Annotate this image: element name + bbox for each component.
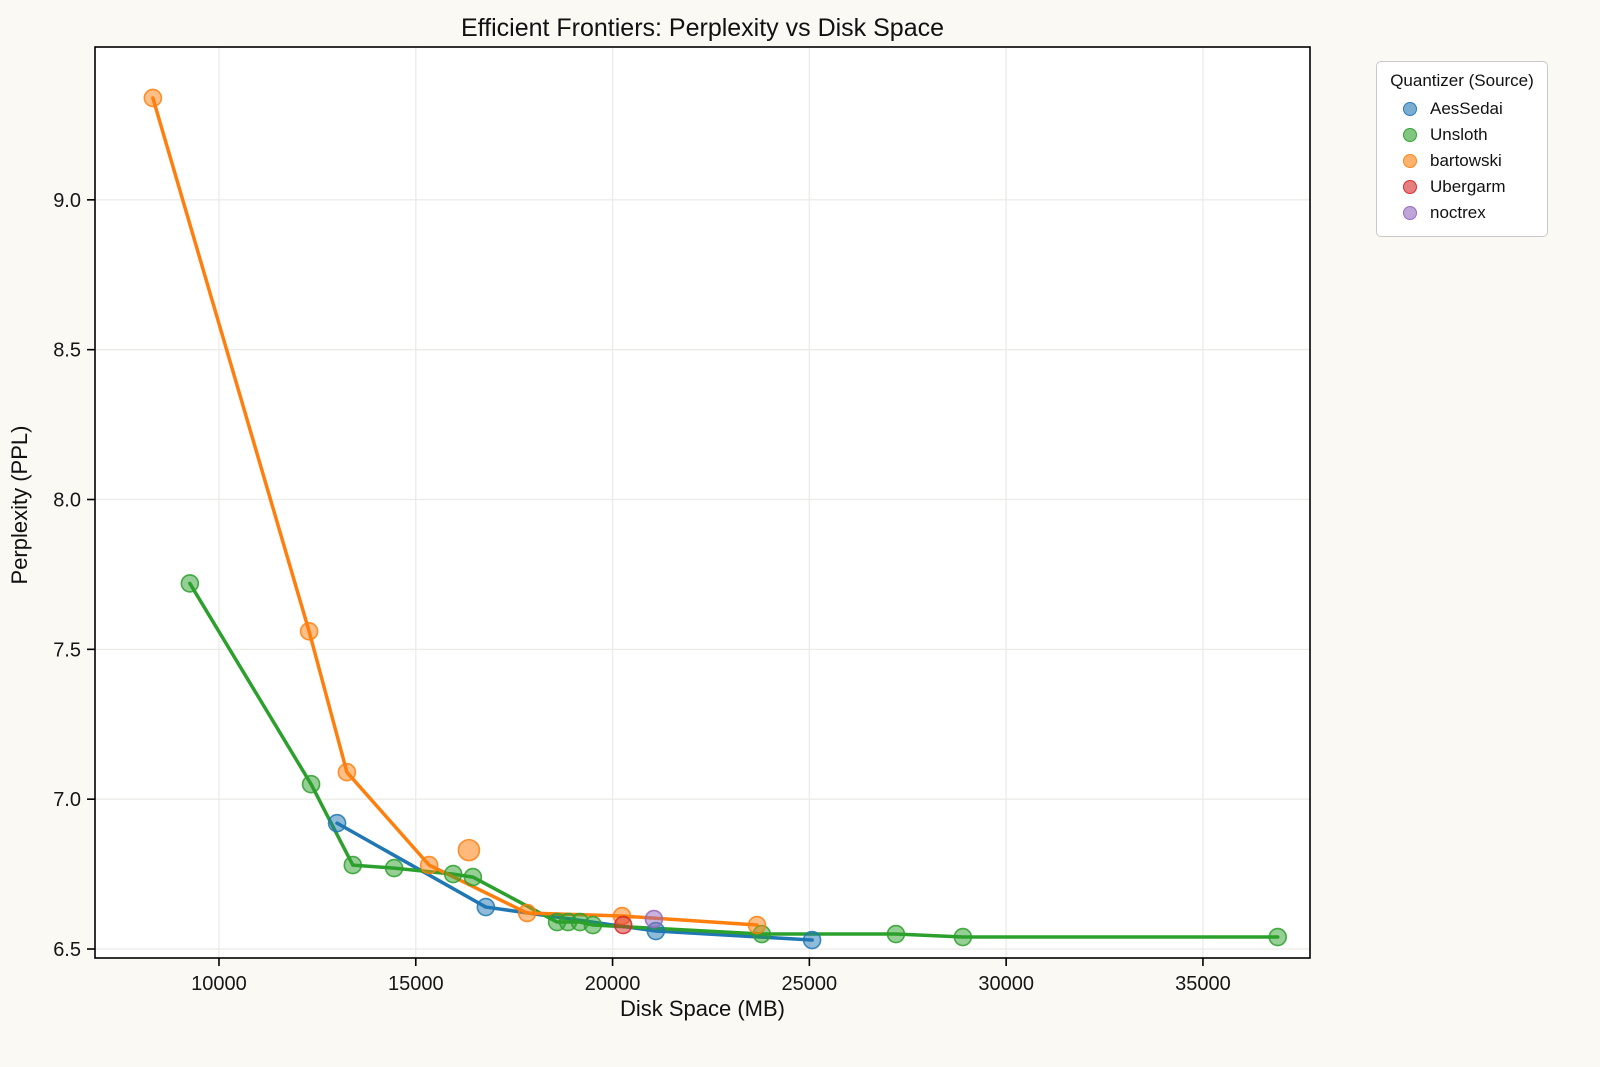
- data-point-unsloth: [443, 864, 463, 884]
- legend-marker-circle: [1403, 206, 1417, 220]
- data-point-bartowski: [517, 903, 537, 923]
- data-point-unsloth: [301, 774, 321, 794]
- legend-entry-noctrex: noctrex: [1387, 200, 1537, 226]
- x-axis-label: Disk Space (MB): [619, 996, 786, 1021]
- data-point-aessedai: [327, 813, 347, 833]
- x-tick-label: 35000: [1175, 973, 1231, 995]
- legend-entry-label: Ubergarm: [1430, 177, 1506, 196]
- legend-title: Quantizer (Source): [1390, 71, 1534, 90]
- data-point-aessedai: [476, 897, 496, 917]
- data-point-unsloth: [180, 574, 200, 593]
- data-point-bartowski: [143, 88, 163, 108]
- legend-marker-circle: [1403, 180, 1417, 194]
- x-tick-label: 25000: [782, 973, 838, 995]
- y-tick-label: 9.0: [53, 190, 81, 212]
- data-point-unsloth: [886, 924, 906, 944]
- y-tick-label: 8.0: [53, 490, 81, 512]
- x-tick-label: 10000: [191, 973, 247, 995]
- legend-entries: AesSedai Unsloth bartowski Ubergarm noctrex: [1387, 96, 1537, 226]
- axes-spines: [94, 46, 1311, 959]
- y-tick-label: 7.0: [53, 789, 81, 811]
- legend-entry-label: noctrex: [1430, 203, 1486, 222]
- legend-marker-circle: [1403, 154, 1417, 168]
- data-point-bartowski: [457, 838, 481, 862]
- data-point-noctrex: [644, 909, 664, 929]
- x-tick-label: 30000: [978, 973, 1034, 995]
- chart-title: Efficient Frontiers: Perplexity vs Disk …: [460, 14, 945, 42]
- data-point-unsloth: [953, 927, 973, 947]
- data-point-unsloth: [384, 858, 404, 878]
- legend-entry-ubergarm: Ubergarm: [1387, 174, 1537, 200]
- legend-marker-circle: [1403, 128, 1417, 142]
- legend-entry-label: bartowski: [1430, 151, 1502, 170]
- data-point-unsloth: [1268, 927, 1288, 947]
- x-tick-label: 15000: [388, 973, 444, 995]
- legend-entry-aessedai: AesSedai: [1387, 96, 1537, 122]
- y-tick-label: 7.5: [53, 639, 81, 661]
- legend-entry-bartowski: bartowski: [1387, 148, 1537, 174]
- data-point-aessedai: [802, 930, 822, 950]
- data-point-unsloth: [583, 915, 603, 935]
- legend: Quantizer (Source) AesSedai Unsloth bartow…: [1376, 61, 1548, 237]
- legend-entry-label: Unsloth: [1430, 125, 1488, 144]
- x-tick-label: 20000: [585, 973, 641, 995]
- y-axis-label: Perplexity (PPL): [7, 425, 32, 585]
- legend-entry-label: AesSedai: [1430, 99, 1503, 118]
- data-point-unsloth: [343, 855, 363, 875]
- legend-marker-circle: [1403, 102, 1417, 116]
- y-tick-label: 8.5: [53, 340, 81, 362]
- data-point-ubergarm: [613, 915, 633, 935]
- data-point-bartowski: [337, 762, 357, 782]
- data-point-bartowski: [419, 855, 439, 875]
- data-point-bartowski: [299, 622, 319, 641]
- y-tick-label: 6.5: [53, 939, 81, 961]
- data-point-unsloth: [463, 867, 483, 887]
- legend-entry-unsloth: Unsloth: [1387, 122, 1537, 148]
- plot-background: [95, 47, 1310, 958]
- data-point-bartowski: [747, 915, 767, 935]
